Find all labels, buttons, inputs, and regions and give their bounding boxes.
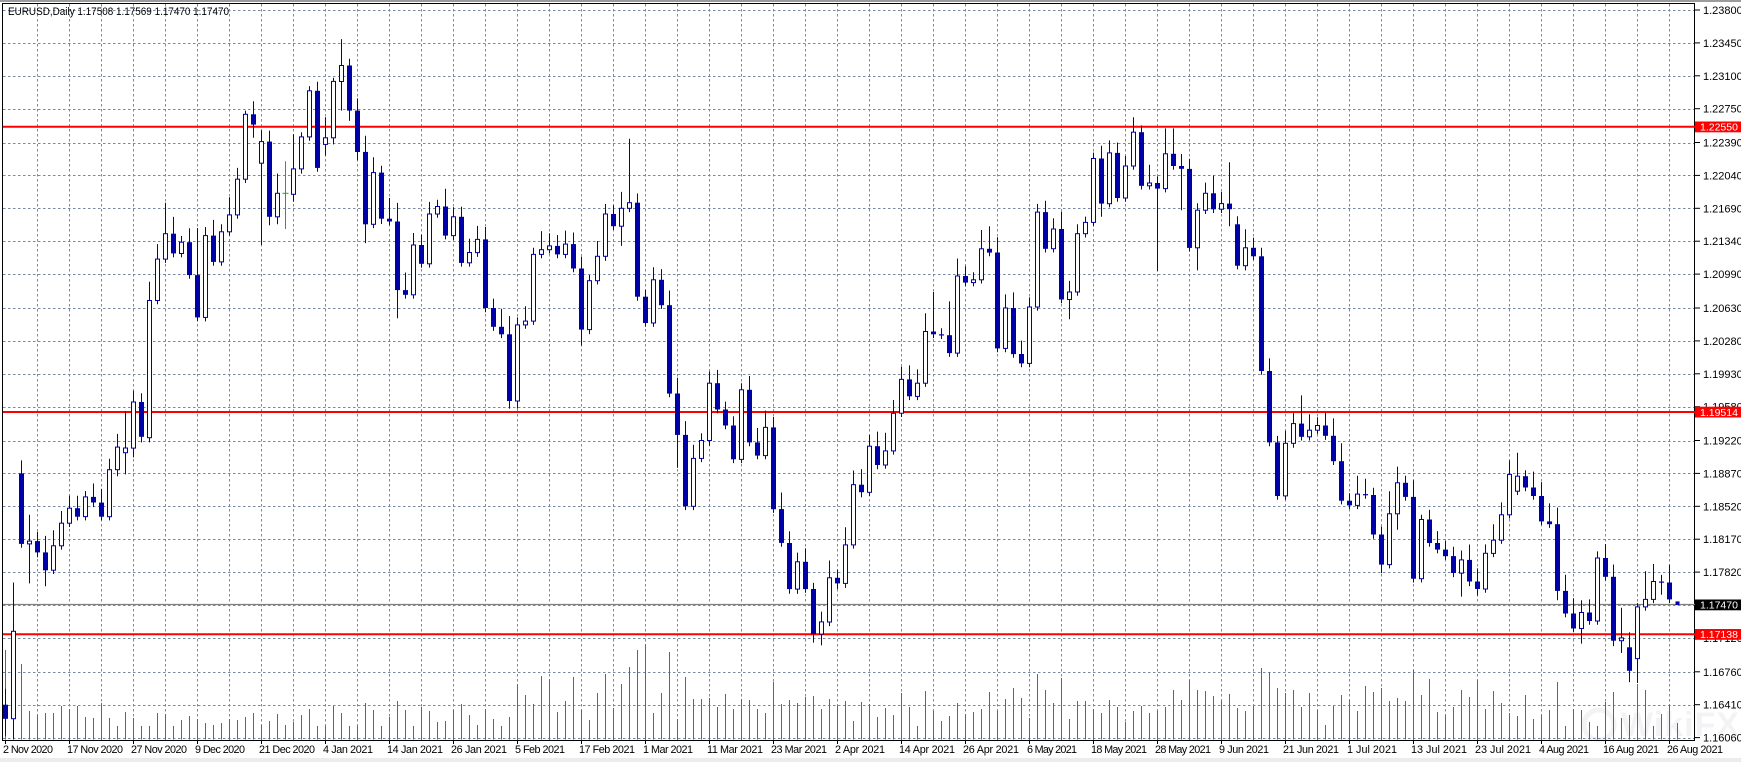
svg-text:17 Feb 2021: 17 Feb 2021: [579, 744, 635, 756]
svg-text:1.19514: 1.19514: [1700, 407, 1738, 419]
svg-text:14 Jan 2021: 14 Jan 2021: [387, 744, 443, 756]
svg-text:1.23100: 1.23100: [1703, 71, 1741, 83]
svg-text:5 Feb 2021: 5 Feb 2021: [515, 744, 565, 756]
svg-text:1 Jul 2021: 1 Jul 2021: [1347, 744, 1397, 756]
svg-text:26 Aug 2021: 26 Aug 2021: [1667, 744, 1723, 756]
svg-text:23 Jul 2021: 23 Jul 2021: [1475, 744, 1531, 756]
svg-text:1.22750: 1.22750: [1703, 104, 1741, 116]
svg-text:18 May 2021: 18 May 2021: [1091, 744, 1147, 756]
svg-text:1.16760: 1.16760: [1703, 667, 1741, 679]
svg-text:1.17138: 1.17138: [1700, 629, 1738, 641]
svg-text:27 Nov 2020: 27 Nov 2020: [131, 744, 187, 756]
svg-text:9 Dec 2020: 9 Dec 2020: [195, 744, 245, 756]
svg-text:13 Jul 2021: 13 Jul 2021: [1411, 744, 1467, 756]
svg-text:EURUSD,Daily 1.17508 1.17569: EURUSD,Daily 1.17508 1.17569 1.17470 1.1…: [8, 6, 229, 18]
svg-text:1.23450: 1.23450: [1703, 38, 1741, 50]
svg-text:11 Mar 2021: 11 Mar 2021: [707, 744, 763, 756]
svg-text:21 Dec 2020: 21 Dec 2020: [259, 744, 315, 756]
svg-text:9 Jun 2021: 9 Jun 2021: [1219, 744, 1269, 756]
svg-text:21 Jun 2021: 21 Jun 2021: [1283, 744, 1339, 756]
svg-text:1.16060: 1.16060: [1703, 733, 1741, 745]
svg-text:1.23800: 1.23800: [1703, 5, 1741, 17]
svg-text:1.18520: 1.18520: [1703, 501, 1741, 513]
svg-text:1.20990: 1.20990: [1703, 269, 1741, 281]
svg-text:1.18170: 1.18170: [1703, 534, 1741, 546]
svg-text:2 Nov 2020: 2 Nov 2020: [3, 744, 53, 756]
svg-text:1.19930: 1.19930: [1703, 369, 1741, 381]
svg-text:23 Mar 2021: 23 Mar 2021: [771, 744, 827, 756]
svg-text:26 Jan 2021: 26 Jan 2021: [451, 744, 507, 756]
svg-text:1.18870: 1.18870: [1703, 468, 1741, 480]
svg-text:16 Aug 2021: 16 Aug 2021: [1603, 744, 1659, 756]
svg-text:28 May 2021: 28 May 2021: [1155, 744, 1211, 756]
svg-text:17 Nov 2020: 17 Nov 2020: [67, 744, 123, 756]
svg-text:1.21690: 1.21690: [1703, 203, 1741, 215]
svg-text:1.19220: 1.19220: [1703, 436, 1741, 448]
svg-text:1.22550: 1.22550: [1700, 122, 1738, 134]
svg-text:2 Apr 2021: 2 Apr 2021: [835, 744, 885, 756]
svg-text:1.22040: 1.22040: [1703, 170, 1741, 182]
svg-text:1 Mar 2021: 1 Mar 2021: [643, 744, 693, 756]
svg-text:26 Apr 2021: 26 Apr 2021: [963, 744, 1019, 756]
svg-text:6 May 2021: 6 May 2021: [1027, 744, 1077, 756]
svg-text:14 Apr 2021: 14 Apr 2021: [899, 744, 955, 756]
svg-text:4 Aug 2021: 4 Aug 2021: [1539, 744, 1589, 756]
svg-text:WikiFX: WikiFX: [1621, 706, 1740, 744]
svg-text:1.17470: 1.17470: [1700, 600, 1738, 612]
svg-text:1.20280: 1.20280: [1703, 336, 1741, 348]
svg-text:1.16410: 1.16410: [1703, 700, 1741, 712]
svg-text:1.17820: 1.17820: [1703, 567, 1741, 579]
svg-text:1.22390: 1.22390: [1703, 138, 1741, 150]
svg-text:4 Jan 2021: 4 Jan 2021: [323, 744, 373, 756]
svg-text:1.20630: 1.20630: [1703, 303, 1741, 315]
svg-text:1.21340: 1.21340: [1703, 236, 1741, 248]
